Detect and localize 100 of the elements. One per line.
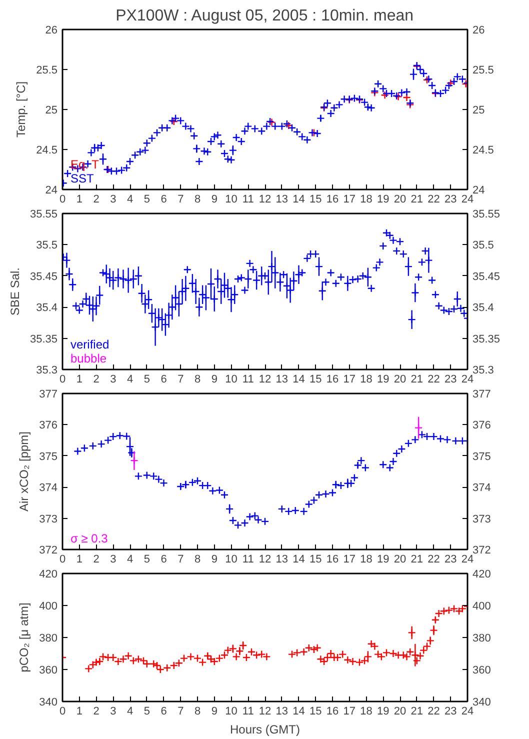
y2-tick-label: 35.35 xyxy=(472,333,500,346)
x-tick-label: 2 xyxy=(93,374,100,386)
x-tick-label: 16 xyxy=(326,554,339,566)
x-tick-label: 15 xyxy=(310,374,322,386)
series-label: SST xyxy=(70,172,95,186)
y2-tick-label: 24.5 xyxy=(472,144,494,156)
x-tick-label: 15 xyxy=(310,706,322,718)
x-tick-label: 23 xyxy=(444,706,457,718)
y-tick-label: 376 xyxy=(39,420,58,432)
x-tick-label: 13 xyxy=(276,706,288,718)
y-tick-label: 25 xyxy=(45,104,58,116)
y-tick-label: 35.4 xyxy=(36,302,58,314)
x-tick-label: 19 xyxy=(377,706,390,718)
y-tick-label: 35.55 xyxy=(30,208,58,220)
x-tick-label: 24 xyxy=(461,706,474,718)
x-tick-label: 10 xyxy=(225,194,238,206)
x-tick-label: 18 xyxy=(360,374,372,386)
x-tick-label: 4 xyxy=(126,374,134,386)
x-tick-label: 4 xyxy=(126,194,134,206)
x-tick-label: 17 xyxy=(343,706,356,718)
x-tick-label: 17 xyxy=(343,194,356,206)
x-tick-label: 24 xyxy=(461,554,474,566)
x-tick-label: 0 xyxy=(59,374,66,386)
x-tick-label: 18 xyxy=(360,554,372,566)
y-tick-label: 35.3 xyxy=(36,364,58,376)
y-tick-label: 340 xyxy=(39,696,58,708)
y2-tick-label: 26 xyxy=(472,24,485,36)
x-tick-label: 9 xyxy=(211,194,218,206)
x-tick-label: 13 xyxy=(276,194,288,206)
y2-tick-label: 35.5 xyxy=(472,240,494,252)
x-tick-label: 11 xyxy=(242,194,254,206)
x-tick-label: 16 xyxy=(326,194,339,206)
x-tick-label: 17 xyxy=(343,374,356,386)
x-tick-label: 6 xyxy=(160,374,167,386)
y2-tick-label: 35.45 xyxy=(472,270,500,283)
x-tick-label: 4 xyxy=(126,554,134,566)
x-tick-label: 7 xyxy=(178,706,184,718)
x-tick-label: 14 xyxy=(292,374,305,386)
x-tick-label: 4 xyxy=(126,706,134,718)
chart-title: PX100W : August 05, 2005 : 10min. mean xyxy=(116,8,414,24)
y-tick-label: 380 xyxy=(39,632,58,644)
y-tick-label: 373 xyxy=(39,513,58,526)
y2-tick-label: 24 xyxy=(472,184,485,196)
x-tick-label: 15 xyxy=(310,194,322,206)
text: σ ≥ 0.3 xyxy=(70,532,108,546)
x-tick-label: 22 xyxy=(428,554,440,566)
x-tick-label: 22 xyxy=(428,374,440,386)
x-tick-label: 11 xyxy=(242,374,254,386)
y2-tick-label: 374 xyxy=(472,482,491,494)
x-tick-label: 6 xyxy=(160,194,167,206)
y-tick-label: 400 xyxy=(39,600,58,612)
y2-tick-label: 35.55 xyxy=(472,208,500,220)
x-tick-label: 10 xyxy=(225,706,238,718)
x-tick-label: 12 xyxy=(258,374,272,386)
y-tick-label: 26 xyxy=(45,24,58,36)
x-tick-label: 14 xyxy=(292,194,305,206)
y-axis-title: Air xCO₂ [ppm] xyxy=(17,431,32,512)
y-tick-label: 25.5 xyxy=(36,64,58,76)
x-tick-label: 16 xyxy=(326,706,339,718)
x-tick-label: 21 xyxy=(410,706,424,718)
y-tick-label: 24.5 xyxy=(36,144,58,156)
y-tick-label: 377 xyxy=(39,388,58,400)
x-tick-label: 1 xyxy=(76,194,82,206)
x-tick-label: 3 xyxy=(110,194,116,206)
x-tick-label: 9 xyxy=(211,706,218,718)
x-tick-label: 1 xyxy=(76,554,82,566)
y2-tick-label: 400 xyxy=(472,600,491,612)
x-tick-label: 2 xyxy=(93,706,100,718)
y-axis-title: SBE Sal. xyxy=(8,267,22,316)
x-tick-label: 0 xyxy=(59,706,66,718)
y2-tick-label: 360 xyxy=(472,664,491,676)
x-tick-label: 9 xyxy=(211,554,218,566)
x-tick-label: 11 xyxy=(242,554,254,566)
y-axis-title: Temp. [°C] xyxy=(14,81,28,138)
x-tick-label: 6 xyxy=(160,706,167,718)
x-tick-label: 21 xyxy=(410,554,424,566)
y2-tick-label: 380 xyxy=(472,632,491,644)
text: verified xyxy=(70,338,110,352)
point xyxy=(402,93,411,102)
x-tick-label: 18 xyxy=(360,194,372,206)
x-tick-label: 10 xyxy=(225,554,238,566)
y-tick-label: 420 xyxy=(39,568,58,580)
x-tick-label: 20 xyxy=(394,554,406,566)
x-tick-label: 9 xyxy=(211,374,218,386)
y-tick-label: 372 xyxy=(39,544,58,556)
x-tick-label: 20 xyxy=(394,374,406,386)
x-tick-label: 15 xyxy=(310,554,322,566)
x-tick-label: 14 xyxy=(292,706,305,718)
x-tick-label: 22 xyxy=(428,194,440,206)
x-tick-label: 7 xyxy=(178,194,184,206)
x-tick-label: 14 xyxy=(292,554,305,566)
x-tick-label: 5 xyxy=(144,374,150,386)
x-tick-label: 22 xyxy=(428,706,440,718)
x-axis-title: Hours (GMT) xyxy=(230,722,300,736)
x-tick-label: 7 xyxy=(178,374,184,386)
y2-tick-label: 372 xyxy=(472,544,491,556)
x-tick-label: 3 xyxy=(110,554,116,566)
x-tick-label: 19 xyxy=(377,554,390,566)
y-tick-label: 24 xyxy=(45,184,58,196)
y2-tick-label: 35.3 xyxy=(472,364,494,376)
